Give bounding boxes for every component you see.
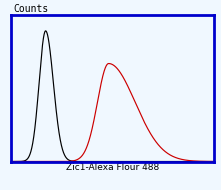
X-axis label: Zic1-Alexa Flour 488: Zic1-Alexa Flour 488 xyxy=(66,163,159,172)
Text: Counts: Counts xyxy=(13,4,48,14)
